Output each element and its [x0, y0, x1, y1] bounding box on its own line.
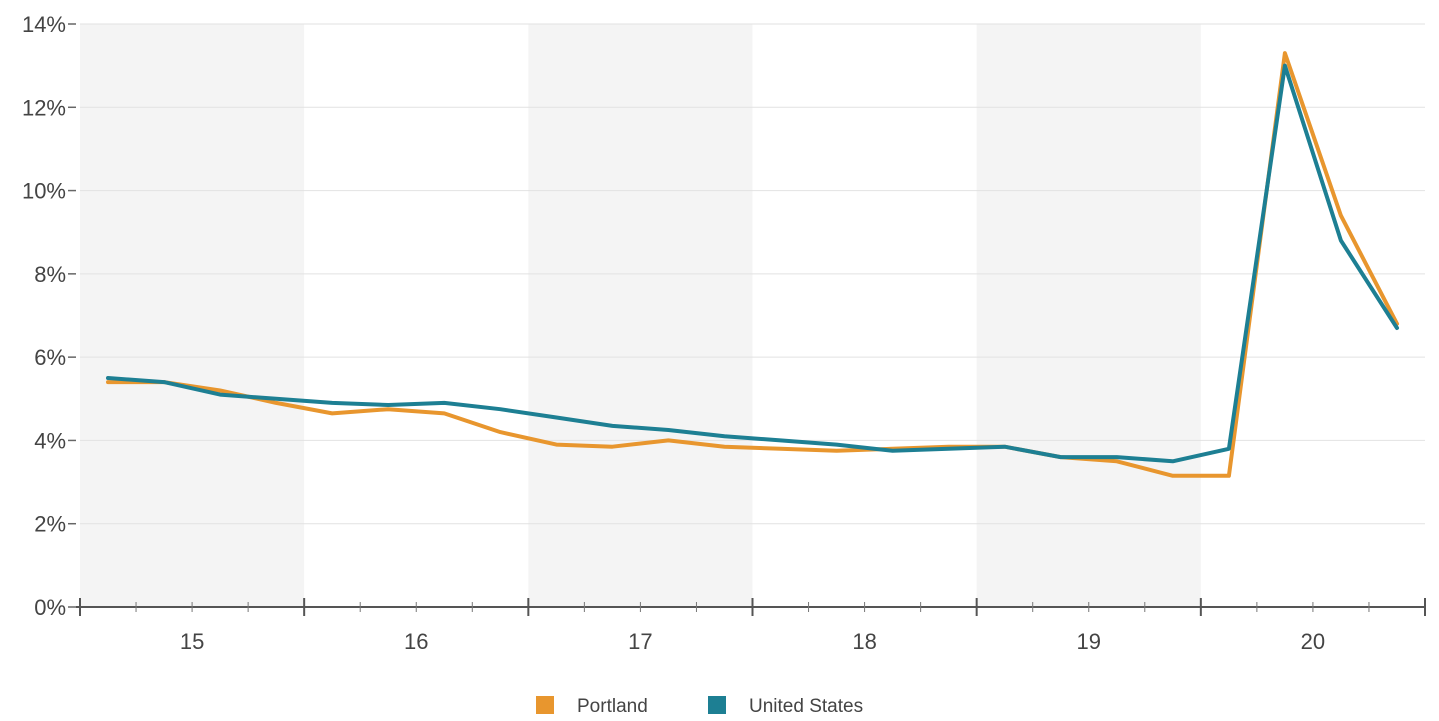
x-axis: 15 16 17 18 19 20 [76, 598, 1426, 654]
legend-label-united-states: United States [749, 696, 863, 717]
legend-swatch-portland [536, 696, 554, 714]
x-tick-label-15: 15 [180, 629, 204, 654]
series-line-united-states [106, 63, 1399, 464]
x-tick-label-20: 20 [1301, 629, 1325, 654]
y-tick-label-6: 6% [34, 345, 66, 370]
gridlines [80, 23, 1425, 525]
legend: Portland United States [536, 696, 863, 717]
series-lines [106, 51, 1399, 478]
y-tick-label-12: 12% [22, 95, 66, 120]
legend-swatch-united-states [708, 696, 726, 714]
x-tick-label-18: 18 [852, 629, 876, 654]
x-tick-label-16: 16 [404, 629, 428, 654]
y-axis: 0% 2% 4% 6% 8% 10% 12% 14% [22, 12, 76, 620]
y-tick-label-4: 4% [34, 428, 66, 453]
year-bands [80, 24, 1425, 607]
year-band-4 [976, 24, 1201, 607]
year-band-3 [752, 24, 977, 607]
series-line-portland [106, 51, 1399, 478]
legend-label-portland: Portland [577, 696, 648, 717]
year-band-2 [528, 24, 753, 607]
y-tick-label-14: 14% [22, 12, 66, 37]
year-band-1 [304, 24, 529, 607]
y-tick-label-10: 10% [22, 179, 66, 204]
y-tick-label-2: 2% [34, 512, 66, 537]
y-tick-label-0: 0% [34, 595, 66, 620]
x-tick-label-19: 19 [1077, 629, 1101, 654]
x-tick-label-17: 17 [628, 629, 652, 654]
year-band-0 [80, 24, 305, 607]
y-tick-label-8: 8% [34, 262, 66, 287]
